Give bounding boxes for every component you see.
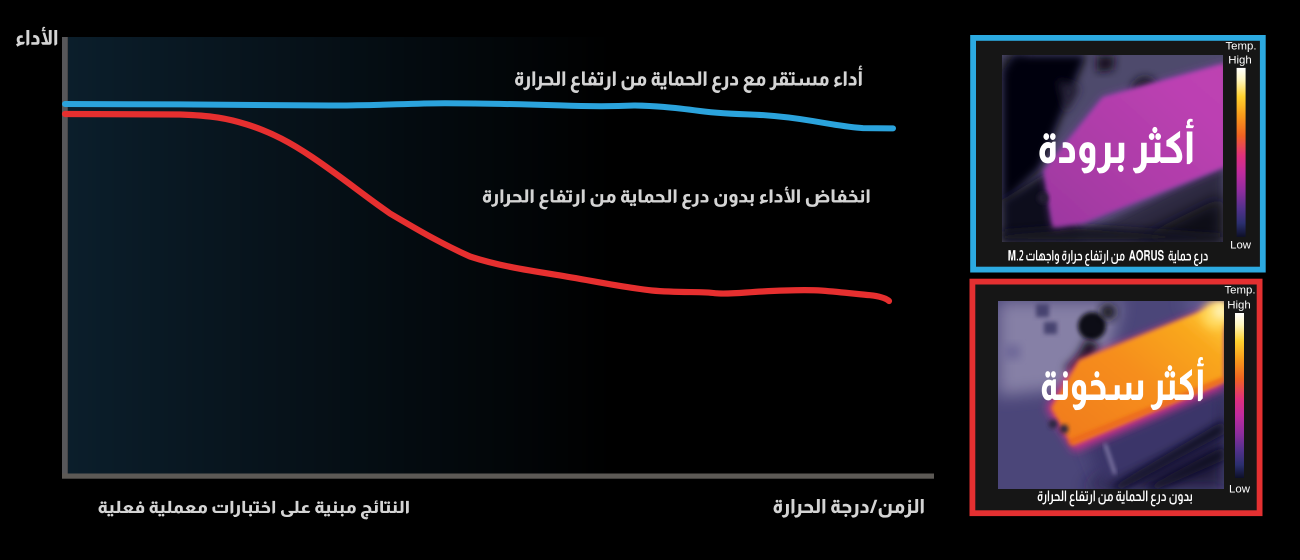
- svg-text:Temp.: Temp.: [1225, 41, 1256, 53]
- svg-text:High: High: [1227, 300, 1250, 312]
- svg-text:Temp.: Temp.: [1224, 285, 1255, 297]
- svg-text:Low: Low: [1229, 484, 1251, 496]
- svg-text:High: High: [1228, 55, 1251, 67]
- svg-text:Low: Low: [1230, 240, 1252, 252]
